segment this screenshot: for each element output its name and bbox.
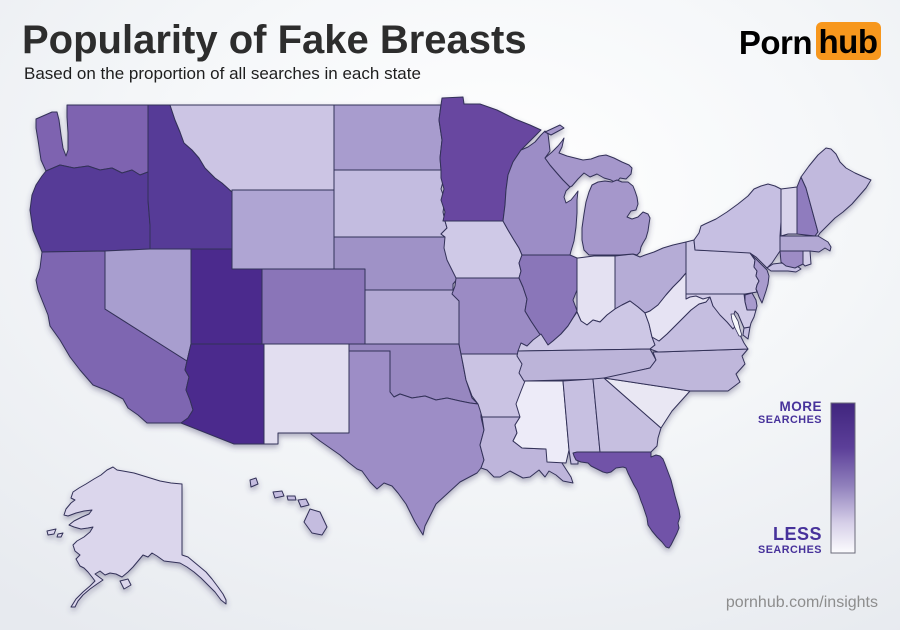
svg-text:Popularity of Fake Breasts: Popularity of Fake Breasts: [22, 18, 527, 62]
svg-text:SEARCHES: SEARCHES: [758, 544, 822, 556]
svg-text:Based on the proportion of all: Based on the proportion of all searches …: [24, 64, 421, 83]
svg-text:SEARCHES: SEARCHES: [758, 414, 822, 426]
svg-text:LESS: LESS: [773, 524, 822, 544]
svg-text:pornhub.com/insights: pornhub.com/insights: [726, 594, 878, 611]
svg-text:hub: hub: [819, 23, 878, 60]
svg-text:MORE: MORE: [780, 399, 823, 414]
svg-text:Porn: Porn: [739, 24, 812, 61]
